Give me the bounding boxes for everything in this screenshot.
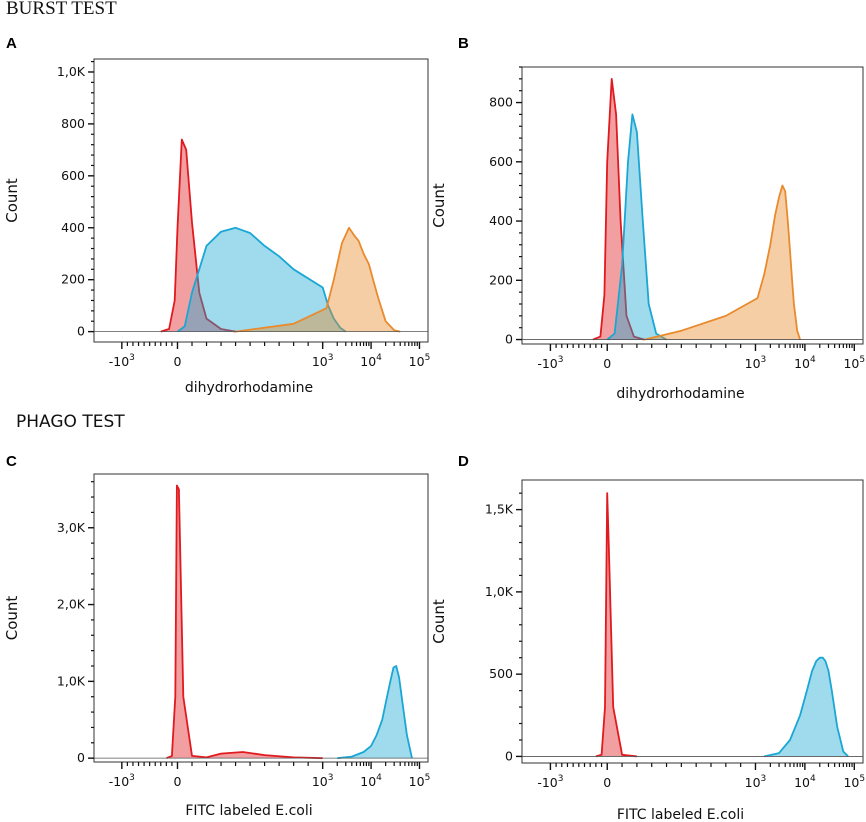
- x-tick-label: 103: [312, 773, 334, 789]
- y-tick-label: 200: [61, 272, 85, 287]
- x-tick-label: -103: [537, 355, 563, 371]
- panel-B: B 0 200 400 600 800 -103 0 103 104 105 dihydrorhoda…: [430, 35, 865, 402]
- burst-test-title: BURST TEST: [6, 0, 117, 19]
- series-red-line: [592, 78, 645, 341]
- y-tick-label: 500: [489, 666, 513, 681]
- y-axis-title: Count: [3, 596, 21, 641]
- y-tick-label: 1,0K: [57, 673, 86, 688]
- series-red-line: [166, 484, 323, 760]
- series-cyan-fill: [607, 114, 667, 340]
- x-tick-label: 105: [409, 353, 431, 369]
- x-tick-label: 105: [843, 355, 865, 371]
- series-cyan-fill: [177, 227, 346, 332]
- series-orange-fill: [644, 185, 801, 340]
- x-axis-title: FITC labeled E.coli: [185, 803, 312, 819]
- y-tick-label: 1,5K: [485, 502, 514, 517]
- series-orange-fill: [235, 227, 401, 332]
- x-tick-label: -103: [109, 353, 135, 369]
- plot-frame: [521, 479, 864, 764]
- series-red-fill: [166, 485, 323, 759]
- series-red-line: [160, 138, 236, 333]
- x-tick-label: 104: [360, 353, 382, 369]
- series-orange-line: [235, 226, 401, 333]
- panel-A: A 0 200 400 600 800 1,0K -103 0 103 104 105 dihydror…: [3, 35, 430, 396]
- plot-frame: [93, 473, 429, 763]
- series-cyan-line: [176, 226, 347, 333]
- y-tick-label: 800: [61, 116, 85, 131]
- x-tick-label: -103: [537, 774, 563, 790]
- y-axis-title: Count: [3, 178, 21, 223]
- series-cyan-line: [337, 665, 413, 760]
- series-red-fill: [595, 493, 637, 757]
- panel-letter: A: [6, 35, 17, 52]
- y-tick-label: 400: [61, 220, 85, 235]
- series-red-fill: [593, 78, 645, 340]
- x-tick-label: 103: [745, 355, 767, 371]
- x-tick-label: 105: [409, 773, 431, 789]
- y-tick-label: 800: [489, 95, 513, 110]
- x-tick-label: 104: [794, 355, 816, 371]
- x-tick-label: 0: [603, 775, 611, 790]
- x-tick-label: 0: [603, 356, 611, 371]
- y-tick-label: 1,0K: [57, 64, 86, 79]
- plot-frame: [93, 58, 429, 343]
- y-axis-title: Count: [430, 599, 448, 644]
- y-axis-title: Count: [430, 183, 448, 228]
- x-tick-label: 0: [174, 354, 182, 369]
- y-tick-label: 0: [77, 750, 85, 765]
- y-tick-label: 400: [489, 213, 513, 228]
- y-tick-label: 2,0K: [57, 597, 86, 612]
- x-tick-label: 0: [174, 774, 182, 789]
- plot-frame: [521, 66, 864, 345]
- series-orange-line: [644, 184, 801, 341]
- y-tick-label: 1,0K: [485, 584, 514, 599]
- x-tick-label: 103: [312, 353, 334, 369]
- series-cyan-fill: [764, 657, 849, 757]
- series-red-line: [595, 492, 637, 758]
- y-tick-label: 3,0K: [57, 520, 86, 535]
- y-tick-label: 0: [505, 748, 513, 763]
- x-axis-title: dihydrorhodamine: [616, 386, 744, 402]
- x-axis-title: dihydrorhodamine: [185, 380, 313, 396]
- series-cyan-line: [764, 656, 849, 758]
- y-tick-label: 200: [489, 272, 513, 287]
- x-tick-label: 103: [745, 774, 767, 790]
- y-tick-label: 600: [489, 154, 513, 169]
- x-axis-title: FITC labeled E.coli: [617, 807, 744, 822]
- y-tick-label: 0: [77, 324, 85, 339]
- x-tick-label: -103: [109, 773, 135, 789]
- panel-letter: B: [458, 35, 469, 52]
- x-tick-label: 104: [360, 773, 382, 789]
- panel-C: C 0 1,0K 2,0K 3,0K -103 0 103 104 105 FITC labeled…: [3, 453, 430, 819]
- series-cyan-fill: [337, 666, 412, 759]
- x-tick-label: 104: [794, 774, 816, 790]
- panel-letter: D: [458, 453, 469, 470]
- y-tick-label: 600: [61, 168, 85, 183]
- series-cyan-line: [606, 113, 667, 341]
- panel-D: D 0 500 1,0K 1,5K -103 0 103 104 105 FITC labeled …: [430, 453, 865, 822]
- panel-letter: C: [6, 453, 17, 470]
- phago-test-title: PHAGO TEST: [16, 412, 125, 432]
- y-tick-label: 0: [505, 332, 513, 347]
- x-tick-label: 105: [843, 774, 865, 790]
